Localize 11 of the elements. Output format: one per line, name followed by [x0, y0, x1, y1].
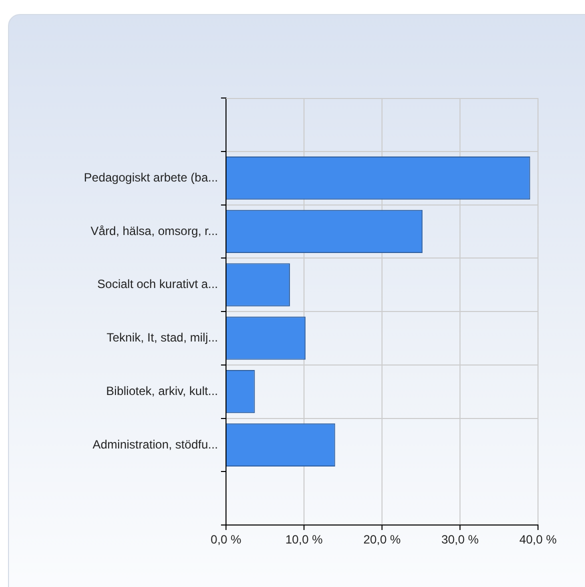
y-tick-label: Administration, stödfu... — [92, 437, 218, 452]
x-tick-label: 30,0 % — [441, 532, 480, 547]
y-tick-label: Pedagogiskt arbete (ba... — [84, 170, 218, 184]
y-tick-label: Bibliotek, arkiv, kult... — [106, 384, 218, 398]
x-tick-label: 40,0 % — [519, 532, 558, 547]
y-tick-label: Socialt och kurativt a... — [97, 277, 218, 292]
x-tick-label: 20,0 % — [363, 532, 402, 547]
y-tick-label: Vård, hälsa, omsorg, r... — [90, 224, 218, 238]
x-tick-label: 0,0 % — [210, 532, 242, 547]
y-tick-label: Teknik, It, stad, milj... — [106, 330, 218, 344]
x-tick-label: 10,0 % — [285, 532, 324, 547]
